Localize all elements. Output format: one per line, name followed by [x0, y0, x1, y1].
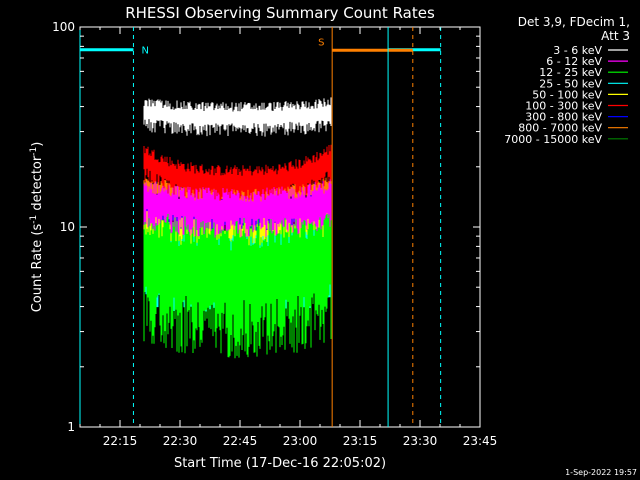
- chart-title: RHESSI Observing Summary Count Rates: [125, 4, 435, 22]
- x-tick-label: 22:30: [163, 434, 198, 448]
- legend-entry-label: 800 - 7000 keV: [518, 122, 602, 135]
- y-tick-label: 10: [60, 220, 75, 234]
- y-tick-label: 1: [67, 420, 75, 434]
- y-axis-label: Count Rate (s-1 detector-1): [29, 142, 45, 313]
- legend-entry-label: 50 - 100 keV: [532, 88, 602, 101]
- legend-entry-label: 7000 - 15000 keV: [504, 133, 602, 146]
- x-tick-label: 23:15: [343, 434, 378, 448]
- y-tick-label: 100: [52, 20, 75, 34]
- legend-entry-label: 100 - 300 keV: [525, 100, 602, 113]
- legend-entry-label: 25 - 50 keV: [539, 77, 602, 90]
- date-stamp: 1-Sep-2022 19:57: [565, 468, 637, 477]
- x-tick-label: 23:45: [463, 434, 498, 448]
- x-tick-label: 23:00: [283, 434, 318, 448]
- axis-layer: 22:15 22:30 22:45 23:00 23:15 23:30 23:45 1 10 10…: [52, 20, 497, 448]
- night-label: N: [141, 46, 148, 57]
- series-trace: [143, 198, 332, 359]
- series-trace: [143, 179, 332, 238]
- legend-entry-label: 300 - 800 keV: [525, 111, 602, 124]
- x-axis-label: Start Time (17-Dec-16 22:05:02): [174, 456, 386, 471]
- x-tick-label: 22:45: [223, 434, 258, 448]
- series-trace: [143, 144, 332, 205]
- series-layer: [143, 97, 332, 359]
- legend-header-line-2: Att 3: [601, 29, 630, 43]
- legend-entry-label: 6 - 12 keV: [546, 55, 602, 68]
- legend-entry-label: 12 - 25 keV: [539, 66, 602, 79]
- series-trace: [143, 97, 332, 137]
- y-axis-label-sup1: -1: [29, 215, 39, 224]
- saa-label: S: [318, 38, 324, 49]
- y-axis-label-end: ): [30, 142, 45, 147]
- y-axis-label-sup2: -1: [29, 147, 39, 156]
- x-tick-label: 22:15: [103, 434, 138, 448]
- y-axis-label-mid: detector: [30, 155, 45, 215]
- x-tick-label: 23:30: [403, 434, 438, 448]
- y-axis-label-main: Count Rate (s: [30, 224, 45, 313]
- legend-entry-label: 3 - 6 keV: [553, 44, 602, 57]
- legend-header-line-1: Det 3,9, FDecim 1,: [518, 15, 630, 29]
